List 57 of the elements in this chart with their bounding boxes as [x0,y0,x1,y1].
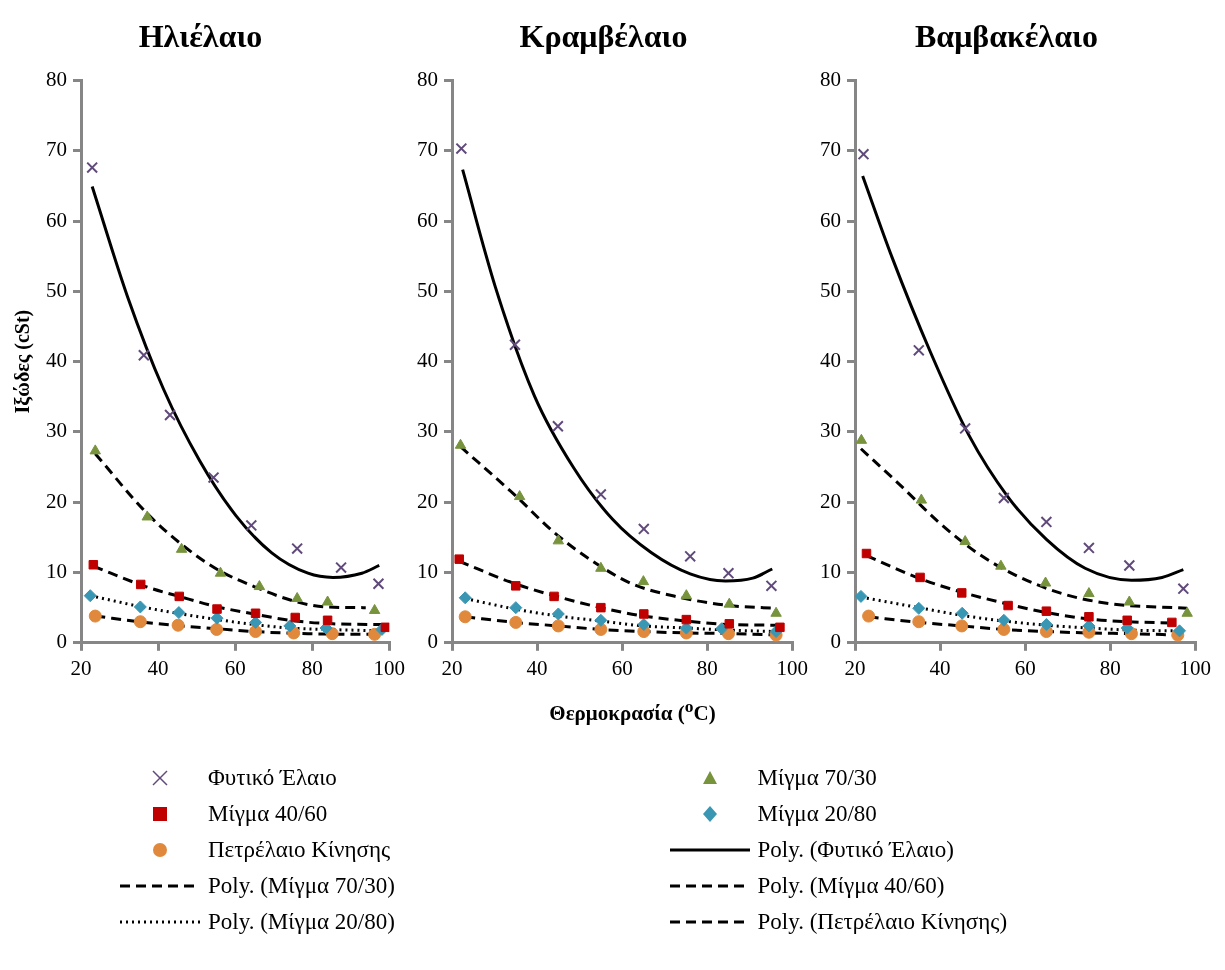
y-tick-label: 20 [46,488,67,513]
x-tick-label: 80 [1099,655,1121,680]
chart-title: Κραμβέλαιο [519,18,688,55]
legend-label: Poly. (Μίγμα 20/80) [208,909,395,935]
legend-label: Μίγμα 70/30 [757,765,877,791]
legend-label: Πετρέλαιο Κίνησης [208,837,391,863]
x-tick-label: 20 [70,655,92,680]
y-tick-label: 20 [417,488,438,513]
y-tick-label: 70 [820,137,841,162]
y-tick-label: 20 [820,488,841,513]
chart-title: Βαμβακέλαιο [915,18,1098,55]
y-tick-label: 30 [417,418,438,443]
legend-label: Poly. (Φυτικό Έλαιο) [757,837,954,863]
x-tick-label: 20 [844,655,866,680]
x-tick-label: 60 [224,655,246,680]
y-tick-label: 80 [46,66,67,91]
x-tick-label: 100 [373,655,405,680]
y-tick-label: 30 [46,418,67,443]
y-tick-label: 70 [46,137,67,162]
y-tick-label: 50 [46,277,67,302]
y-tick-label: 80 [820,66,841,91]
chart-title: Ηλιέλαιο [138,18,263,55]
y-tick-label: 0 [56,629,67,654]
x-tick-label: 40 [147,655,169,680]
x-tick-label: 100 [776,655,808,680]
y-tick-label: 40 [46,348,67,373]
legend-label: Μίγμα 40/60 [208,801,328,827]
legend-label: Poly. (Πετρέλαιο Κίνησης) [757,909,1008,935]
x-tick-label: 80 [301,655,323,680]
legend-label: Poly. (Μίγμα 70/30) [208,873,395,899]
x-axis-title: Θερμοκρασία ($^{o}$C) [548,696,717,726]
y-tick-label: 40 [417,348,438,373]
legend-label: Φυτικό Έλαιο [208,765,337,791]
legend-label: Poly. (Μίγμα 40/60) [757,873,945,899]
y-tick-label: 10 [417,559,438,584]
x-tick-label: 20 [441,655,463,680]
y-tick-label: 10 [820,559,841,584]
y-tick-label: 60 [820,207,841,232]
y-tick-label: 60 [46,207,67,232]
x-tick-label: 100 [1179,655,1211,680]
x-tick-label: 40 [929,655,951,680]
y-tick-label: 40 [820,348,841,373]
y-tick-label: 70 [417,137,438,162]
x-tick-label: 80 [696,655,718,680]
y-axis-title: Ιξώδες (cSt) [11,309,35,414]
x-tick-label: 60 [1014,655,1036,680]
y-tick-label: 0 [427,629,438,654]
y-tick-label: 30 [820,418,841,443]
y-tick-label: 10 [46,559,67,584]
x-tick-label: 40 [526,655,548,680]
legend-label: Μίγμα 20/80 [757,801,877,827]
y-tick-label: 80 [417,66,438,91]
x-tick-label: 60 [611,655,633,680]
y-tick-label: 60 [417,207,438,232]
y-tick-label: 50 [417,277,438,302]
y-tick-label: 0 [830,629,841,654]
y-tick-label: 50 [820,277,841,302]
